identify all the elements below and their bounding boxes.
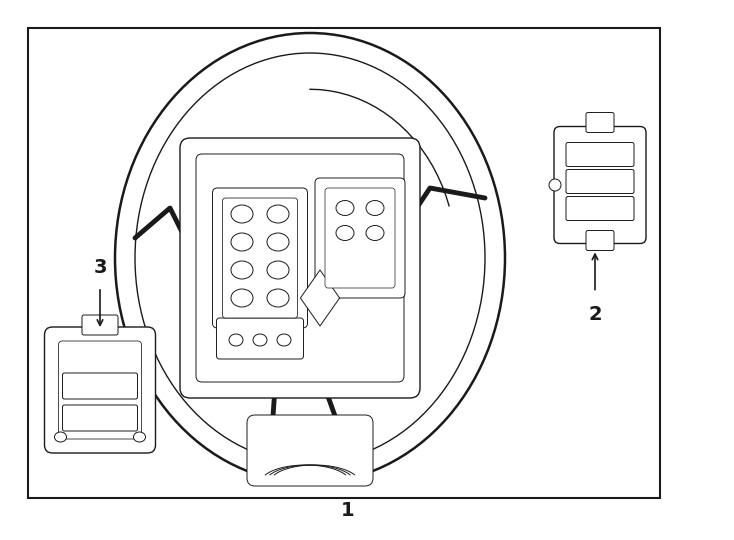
FancyBboxPatch shape: [62, 405, 137, 431]
Ellipse shape: [549, 179, 561, 191]
Ellipse shape: [277, 334, 291, 346]
FancyBboxPatch shape: [62, 373, 137, 399]
FancyBboxPatch shape: [586, 112, 614, 132]
Text: 1: 1: [341, 501, 355, 519]
Ellipse shape: [336, 200, 354, 215]
FancyBboxPatch shape: [222, 198, 297, 318]
FancyBboxPatch shape: [82, 315, 118, 335]
Ellipse shape: [231, 289, 253, 307]
FancyBboxPatch shape: [566, 143, 634, 166]
Ellipse shape: [231, 205, 253, 223]
Ellipse shape: [267, 289, 289, 307]
Ellipse shape: [267, 261, 289, 279]
FancyBboxPatch shape: [196, 154, 404, 382]
FancyBboxPatch shape: [554, 126, 646, 244]
FancyBboxPatch shape: [217, 318, 303, 359]
Ellipse shape: [229, 334, 243, 346]
Ellipse shape: [231, 233, 253, 251]
FancyBboxPatch shape: [566, 170, 634, 193]
FancyBboxPatch shape: [325, 188, 395, 288]
Ellipse shape: [135, 53, 485, 463]
Polygon shape: [300, 270, 340, 326]
FancyBboxPatch shape: [566, 197, 634, 220]
Bar: [28, 28, 660, 498]
Ellipse shape: [336, 226, 354, 240]
Ellipse shape: [366, 226, 384, 240]
FancyBboxPatch shape: [59, 341, 142, 439]
Ellipse shape: [54, 432, 67, 442]
Ellipse shape: [366, 200, 384, 215]
Ellipse shape: [134, 432, 145, 442]
Ellipse shape: [253, 334, 267, 346]
Text: 3: 3: [93, 258, 106, 277]
FancyBboxPatch shape: [586, 231, 614, 251]
FancyBboxPatch shape: [180, 138, 420, 398]
FancyBboxPatch shape: [247, 415, 373, 486]
FancyBboxPatch shape: [45, 327, 156, 453]
FancyBboxPatch shape: [315, 178, 405, 298]
Ellipse shape: [231, 261, 253, 279]
Ellipse shape: [267, 205, 289, 223]
FancyBboxPatch shape: [213, 188, 308, 328]
Ellipse shape: [267, 233, 289, 251]
Text: 2: 2: [588, 306, 602, 325]
Ellipse shape: [115, 33, 505, 483]
